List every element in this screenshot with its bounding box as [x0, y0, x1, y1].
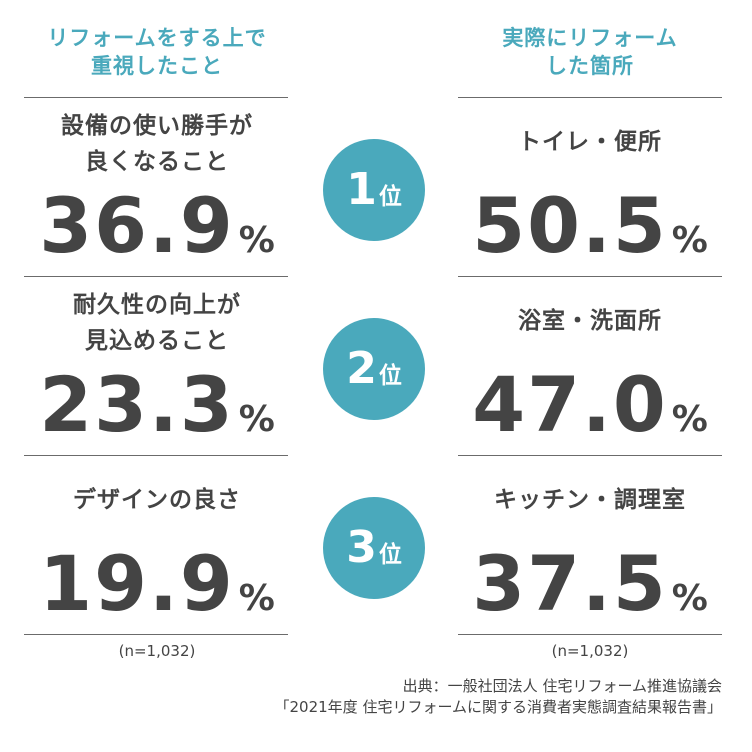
left-column-title-line1: リフォームをする上で [47, 26, 267, 50]
source-line1: 出典：一般社団法人 住宅リフォーム推進協議会 [402, 677, 722, 695]
rank1-badge: 1位 [323, 139, 425, 241]
rank1-number: 1 [346, 164, 377, 215]
right-divider-top [458, 97, 722, 98]
left-divider-bottom [24, 634, 288, 635]
rank1-right-label: トイレ・便所 [458, 124, 722, 160]
left-divider-1 [24, 276, 288, 277]
rank3-right-percentage: 37.5% [458, 544, 722, 639]
left-column-title-line2: 重視したこと [91, 54, 223, 78]
rank1-left-value: 36.9 [39, 181, 235, 270]
rank2-left-value: 23.3 [39, 360, 235, 449]
rank1-right-percentage: 50.5% [458, 186, 722, 281]
right-divider-bottom [458, 634, 722, 635]
rank2-suffix: 位 [378, 363, 402, 389]
right-column-title-line1: 実際にリフォーム [502, 26, 678, 50]
right-column-title-line2: した箇所 [546, 54, 634, 78]
rank1-right-label-line1: トイレ・便所 [518, 129, 662, 155]
rank1-right-unit: % [671, 220, 708, 261]
rank1-left-label: 設備の使い勝手が 良くなること [22, 108, 292, 180]
rank2-left-label-line1: 耐久性の向上が [73, 292, 241, 318]
rank1-right-value: 50.5 [472, 181, 668, 270]
rank2-right-label: 浴室・洗面所 [458, 303, 722, 339]
right-divider-1 [458, 276, 722, 277]
rank1-suffix: 位 [378, 184, 402, 210]
rank1-left-label-line1: 設備の使い勝手が [61, 113, 253, 139]
rank2-left-percentage: 23.3% [22, 365, 292, 460]
source-line2: 「2021年度 住宅リフォームに関する消費者実態調査結果報告書」 [274, 698, 723, 716]
rank2-left-unit: % [238, 399, 275, 440]
right-divider-2 [458, 455, 722, 456]
left-sample-size: (n=1,032) [118, 642, 196, 660]
rank2-left-label-line2: 見込めること [85, 328, 229, 354]
rank3-badge: 3位 [323, 497, 425, 599]
rank3-left-value: 19.9 [39, 539, 235, 628]
rank3-left-label: デザインの良さ [22, 482, 292, 518]
rank3-left-percentage: 19.9% [22, 544, 292, 639]
rank3-right-label: キッチン・調理室 [458, 482, 722, 518]
rank3-number: 3 [346, 522, 377, 573]
rank3-right-unit: % [671, 578, 708, 619]
rank2-right-value: 47.0 [472, 360, 668, 449]
rank3-left-unit: % [238, 578, 275, 619]
left-column-title: リフォームをする上で 重視したこと [22, 24, 292, 80]
right-column-title: 実際にリフォーム した箇所 [458, 24, 722, 80]
rank2-number: 2 [346, 343, 377, 394]
rank3-right-label-line1: キッチン・調理室 [494, 487, 686, 513]
rank1-left-unit: % [238, 220, 275, 261]
rank2-badge: 2位 [323, 318, 425, 420]
rank3-suffix: 位 [378, 542, 402, 568]
rank1-left-label-line2: 良くなること [85, 149, 229, 175]
left-divider-top [24, 97, 288, 98]
rank2-right-percentage: 47.0% [458, 365, 722, 460]
left-divider-2 [24, 455, 288, 456]
rank2-right-label-line1: 浴室・洗面所 [518, 308, 662, 334]
right-sample-size: (n=1,032) [551, 642, 629, 660]
rank3-right-value: 37.5 [472, 539, 668, 628]
rank2-right-unit: % [671, 399, 708, 440]
rank2-left-label: 耐久性の向上が 見込めること [22, 287, 292, 359]
rank3-left-label-line1: デザインの良さ [73, 487, 241, 513]
rank1-left-percentage: 36.9% [22, 186, 292, 281]
